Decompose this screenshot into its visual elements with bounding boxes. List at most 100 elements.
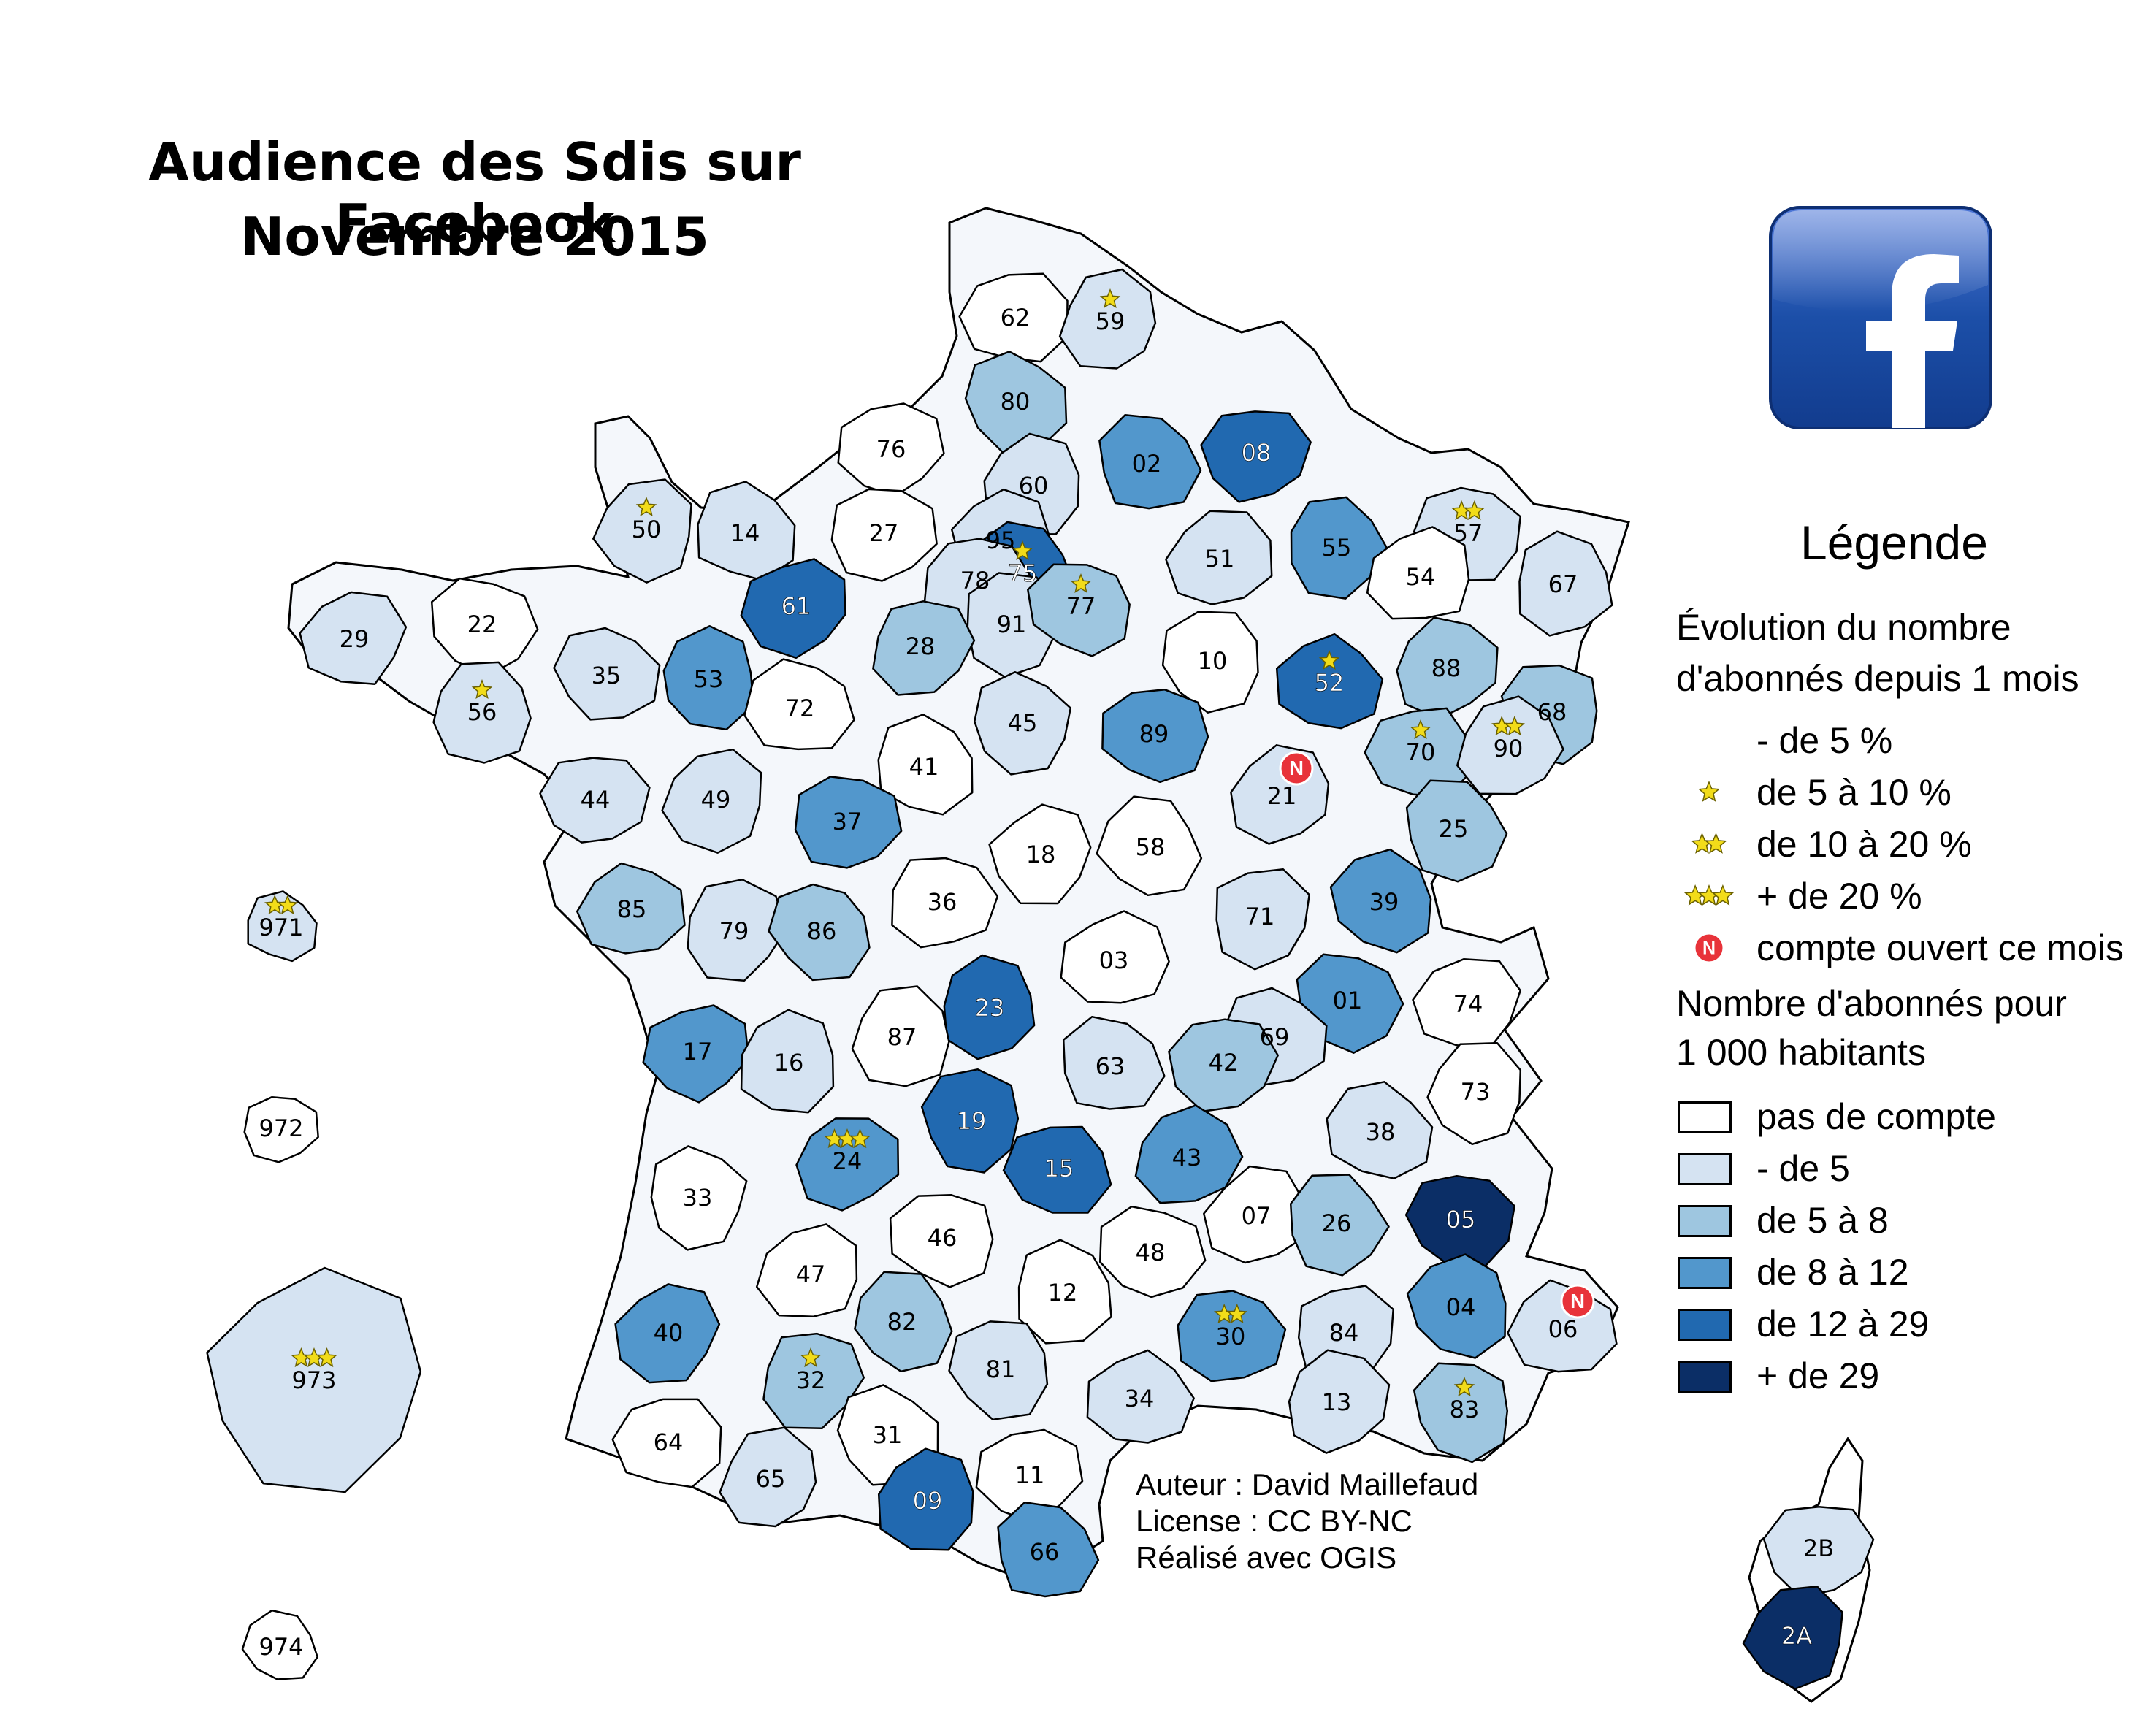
department-label-83: 83 (1450, 1396, 1480, 1423)
department-64 (611, 1398, 722, 1488)
department-label-2B: 2B (1803, 1534, 1834, 1562)
department-32 (762, 1332, 865, 1429)
department-45 (974, 670, 1072, 776)
department-07 (1203, 1165, 1307, 1264)
department-19 (920, 1068, 1020, 1174)
department-17 (642, 1004, 750, 1104)
department-86 (768, 883, 871, 982)
department-label-18: 18 (1026, 841, 1056, 868)
department-label-81: 81 (986, 1355, 1016, 1383)
department-36 (891, 857, 999, 949)
department-71 (1215, 868, 1310, 971)
department-label-09: 09 (913, 1487, 943, 1515)
department-label-972: 972 (259, 1114, 303, 1142)
department-38 (1326, 1081, 1434, 1179)
department-label-07: 07 (1242, 1202, 1272, 1230)
credits: Auteur : David Maillefaud License : CC B… (1136, 1466, 1478, 1576)
evolution-legend-label: - de 5 % (1756, 720, 1893, 761)
facebook-icon (1769, 206, 1992, 429)
department-59 (1058, 268, 1157, 370)
evolution-star-icon (635, 497, 657, 517)
department-label-33: 33 (683, 1184, 713, 1212)
department-label-49: 49 (701, 786, 731, 814)
department-41 (877, 714, 974, 816)
department-label-95: 95 (986, 527, 1016, 554)
evolution-star-icon (1099, 288, 1121, 309)
department-48 (1098, 1205, 1207, 1298)
department-972 (243, 1096, 319, 1163)
evolution-legend-label: de 10 à 20 % (1756, 824, 1972, 865)
evolution-legend-label: + de 20 % (1756, 876, 1922, 917)
density-legend-label: de 5 à 8 (1756, 1200, 1889, 1241)
department-label-91: 91 (997, 611, 1027, 638)
department-label-24: 24 (833, 1147, 863, 1175)
department-label-15: 15 (1044, 1155, 1074, 1182)
evolution-star-icon (471, 679, 493, 700)
evolution-star-icon (1318, 650, 1340, 670)
legend-title: Légende (1800, 516, 1988, 570)
department-label-54: 54 (1406, 563, 1436, 591)
department-03 (1060, 910, 1170, 1004)
department-label-66: 66 (1030, 1538, 1060, 1566)
department-label-52: 52 (1315, 669, 1345, 697)
department-label-63: 63 (1096, 1052, 1125, 1080)
department-52 (1275, 632, 1384, 730)
department-04 (1406, 1253, 1507, 1359)
density-swatch (1678, 1361, 1732, 1393)
department-label-73: 73 (1461, 1078, 1491, 1106)
department-34 (1086, 1349, 1195, 1444)
department-81 (948, 1320, 1049, 1421)
density-swatch (1678, 1153, 1732, 1185)
department-label-25: 25 (1439, 815, 1469, 843)
department-label-23: 23 (975, 994, 1005, 1022)
evolution-star-icon (1012, 540, 1033, 561)
department-83 (1413, 1362, 1509, 1464)
department-77 (1027, 563, 1131, 657)
department-label-88: 88 (1431, 654, 1461, 682)
department-label-84: 84 (1329, 1319, 1359, 1347)
svg-text:N: N (1570, 1290, 1585, 1312)
department-54 (1366, 526, 1470, 620)
density-swatch (1678, 1205, 1732, 1237)
department-66 (997, 1502, 1100, 1598)
department-label-971: 971 (259, 914, 303, 941)
department-label-05: 05 (1446, 1206, 1476, 1233)
department-09 (877, 1447, 974, 1551)
department-973 (206, 1266, 422, 1493)
department-40 (614, 1283, 721, 1384)
department-label-06: 06 (1548, 1315, 1578, 1343)
department-label-2A: 2A (1781, 1622, 1812, 1650)
department-label-12: 12 (1048, 1279, 1078, 1307)
new-account-icon: N (1560, 1284, 1595, 1319)
department-label-27: 27 (869, 519, 899, 547)
department-label-22: 22 (467, 611, 497, 638)
department-label-87: 87 (887, 1023, 917, 1051)
department-label-36: 36 (928, 888, 957, 916)
department-label-13: 13 (1322, 1388, 1352, 1416)
department-58 (1096, 795, 1203, 897)
department-10 (1161, 611, 1259, 714)
department-65 (719, 1426, 817, 1528)
department-05 (1404, 1174, 1515, 1269)
density-heading-line1: Nombre d'abonnés pour (1676, 983, 2067, 1024)
department-61 (740, 558, 846, 659)
department-22 (430, 577, 539, 678)
new-account-icon: N (1693, 932, 1725, 964)
evolution-legend-label: compte ouvert ce mois (1756, 927, 2124, 968)
department-label-53: 53 (694, 665, 724, 693)
department-18 (988, 803, 1092, 905)
department-55 (1290, 496, 1388, 600)
department-label-46: 46 (928, 1224, 957, 1252)
department-85 (576, 862, 686, 955)
evolution-star-icon (1410, 719, 1431, 740)
evolution-star-icon (800, 1347, 822, 1368)
department-label-62: 62 (1001, 304, 1031, 332)
department-label-55: 55 (1322, 534, 1352, 562)
new-account-icon: N (1693, 932, 1725, 964)
department-49 (661, 748, 762, 854)
department-89 (1101, 689, 1209, 784)
department-label-47: 47 (796, 1261, 826, 1288)
department-label-86: 86 (807, 917, 837, 945)
department-label-58: 58 (1136, 833, 1166, 861)
